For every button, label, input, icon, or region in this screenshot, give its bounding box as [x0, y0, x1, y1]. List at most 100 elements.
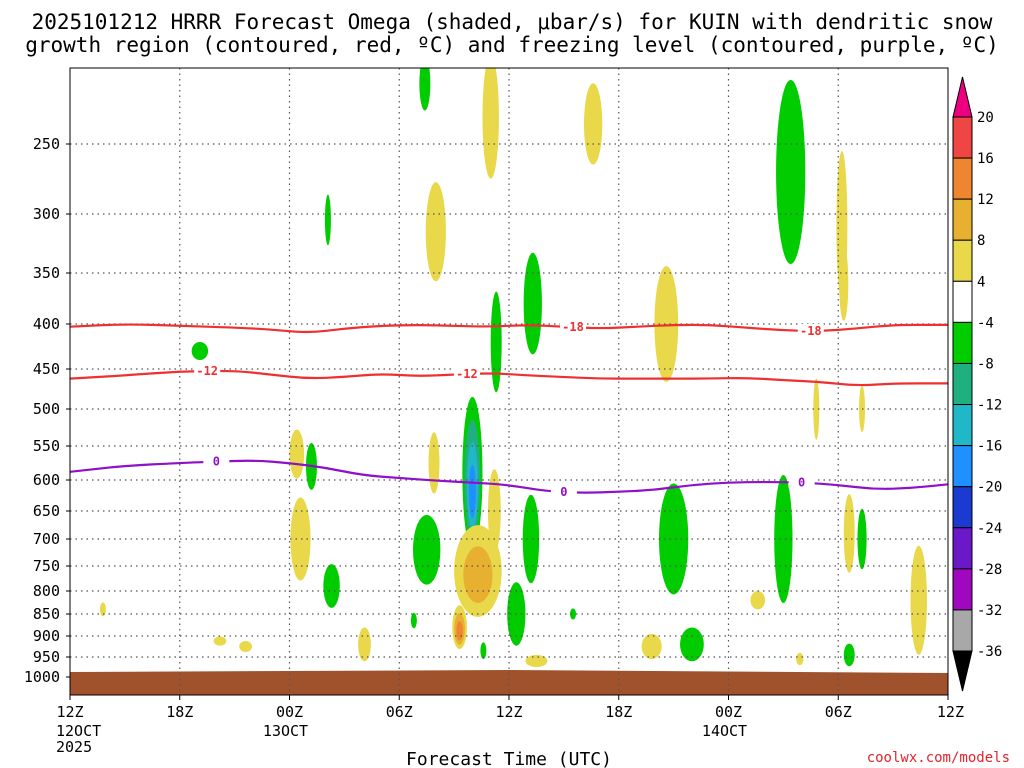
omega-shade: [290, 497, 311, 581]
omega-cell-19: [522, 494, 540, 584]
colorbar-swatch-10: [952, 527, 973, 570]
omega-cell-7: [323, 564, 340, 608]
colorbar-swatch-9: [952, 486, 973, 529]
y-tick-label-600: 600: [33, 471, 60, 489]
colorbar-label-11: -28: [977, 562, 1002, 578]
omega-cell-0: [191, 342, 209, 360]
omega-cell-35: [843, 494, 855, 573]
x-tick-label-12: 00Z: [276, 703, 303, 721]
credit-link[interactable]: coolwx.com/models: [867, 750, 1010, 766]
contour-label-bg: [453, 367, 480, 381]
contour-label-bg: [194, 364, 221, 377]
colorbar-swatch-2: [952, 198, 973, 241]
colorbar-label-4: 4: [977, 274, 985, 290]
omega-shade: [658, 483, 689, 595]
contour-0C: [70, 459, 948, 494]
x-tick-date-12-0: 13OCT: [263, 722, 308, 740]
contour-label--12C-0: -12: [196, 364, 218, 378]
omega-shade: [583, 83, 603, 165]
omega-shade: [843, 494, 855, 573]
omega-cell-22: [525, 654, 548, 668]
omega-shade: [813, 378, 820, 440]
colorbar-swatch-5: [952, 321, 973, 364]
colorbar-legend: 20 16 12 8 4 -4 -8 -12 -16 -20 -24 -28 -32 -36: [952, 76, 1002, 692]
x-tick-date-0-0: 12OCT: [56, 722, 101, 740]
omega-shade: [428, 432, 440, 494]
omega-shade: [523, 252, 542, 355]
chart-title-line1: 2025101212 HRRR Forecast Omega (shaded, …: [32, 10, 993, 34]
y-axis-ticks: 250 300 350 400 450 500 550 600 650 700 750 800 850 9…: [24, 135, 70, 686]
colorbar-label-6: -8: [977, 356, 994, 372]
colorbar-swatch-12: [952, 609, 973, 652]
omega-shade: [324, 194, 331, 246]
y-tick-label-950: 950: [33, 648, 60, 666]
omega-shade: [774, 474, 793, 604]
omega-shade: [843, 643, 855, 667]
omega-cell-23: [583, 83, 603, 165]
omega-shade: [480, 642, 487, 660]
colorbar-label-3: 8: [977, 233, 985, 249]
omega-cell-9: [428, 432, 440, 494]
omega-shade: [468, 464, 476, 519]
contour-label-bg: [560, 320, 587, 334]
contour-label-0C-0: 0: [213, 455, 220, 469]
omega-cell-28: [750, 591, 766, 610]
contour--12C: [70, 369, 948, 387]
omega-cell-5: [324, 194, 331, 246]
contour-label--18C-1: -18: [800, 324, 822, 338]
omega-cell-30: [774, 474, 793, 604]
colorbar-bottom-arrow: [952, 650, 973, 692]
omega-cell-3: [289, 429, 305, 479]
y-tick-label-850: 850: [33, 605, 60, 623]
colorbar-label-9: -20: [977, 480, 1002, 496]
y-tick-label-650: 650: [33, 502, 60, 520]
y-tick-label-700: 700: [33, 530, 60, 548]
y-tick-label-550: 550: [33, 437, 60, 455]
contour-label-bg: [788, 475, 815, 489]
y-tick-label-250: 250: [33, 135, 60, 153]
omega-shade: [289, 429, 305, 479]
omega-cell-37: [843, 643, 855, 667]
colorbar-swatch-0: [952, 116, 973, 159]
omega-cell-20: [482, 68, 499, 179]
y-tick-label-900: 900: [33, 627, 60, 645]
omega-cell-24: [654, 266, 679, 382]
omega-cell-33: [813, 378, 820, 440]
contour-label--12C-1: -12: [456, 367, 478, 381]
x-tick-label-42: 06Z: [825, 703, 852, 721]
colorbar-label-10: -24: [977, 521, 1002, 537]
omega-shade: [796, 652, 804, 666]
x-tick-date-0-1: 2025: [56, 738, 92, 756]
omega-cell-32: [839, 245, 849, 321]
contour-label-0C-2: 0: [798, 475, 805, 489]
omega-cell-25: [658, 483, 689, 595]
y-tick-label-450: 450: [33, 360, 60, 378]
contour-label--18C-0: -18: [562, 320, 584, 334]
colorbar-label-8: -16: [977, 439, 1002, 455]
omega-shade: [750, 591, 766, 610]
y-tick-label-300: 300: [33, 205, 60, 223]
x-tick-label-0: 12Z: [56, 703, 83, 721]
x-tick-label-36: 00Z: [715, 703, 742, 721]
colorbar-swatch-11: [952, 568, 973, 611]
omega-shade: [412, 514, 441, 585]
omega-shade: [680, 627, 704, 662]
omega-shade: [641, 633, 662, 660]
x-axis-label: Forecast Time (UTC): [406, 749, 612, 768]
omega-cell-8: [358, 627, 371, 662]
x-tick-label-30: 18Z: [605, 703, 632, 721]
colorbar-label-0: 20: [977, 110, 994, 126]
colorbar-swatch-6: [952, 362, 973, 406]
colorbar-swatch-3: [952, 239, 973, 282]
x-tick-label-18: 06Z: [386, 703, 413, 721]
colorbar-swatch-4: [952, 280, 973, 323]
y-tick-label-750: 750: [33, 557, 60, 575]
omega-cell-10: [425, 182, 446, 282]
omega-shade: [463, 546, 493, 603]
omega-shade: [323, 564, 340, 608]
omega-cell-42: [570, 608, 577, 620]
omega-shade: [358, 627, 371, 662]
omega-shade: [839, 245, 849, 321]
colorbar-label-12: -32: [977, 603, 1002, 619]
